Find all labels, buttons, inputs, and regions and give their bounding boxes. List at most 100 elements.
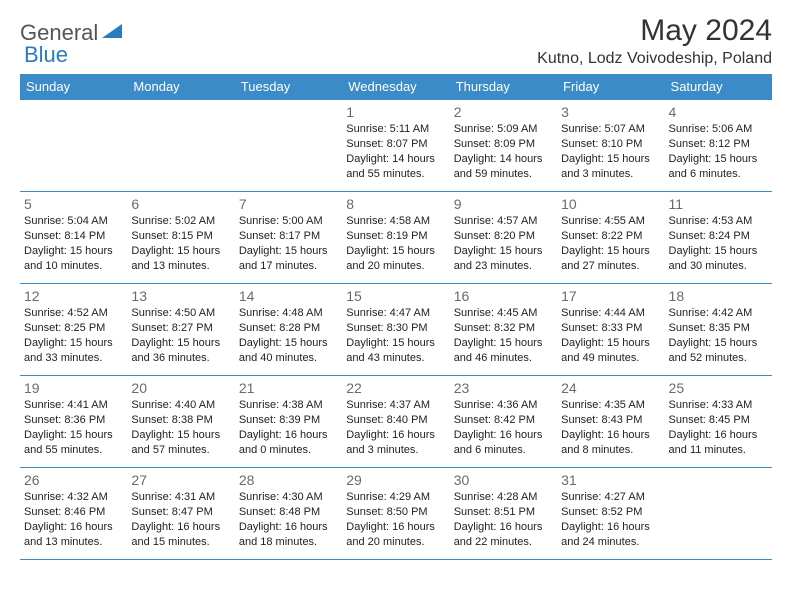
calendar-cell: 30 Sunrise: 4:28 AMSunset: 8:51 PMDayligh… xyxy=(450,468,557,560)
day-number: 6 xyxy=(131,196,230,212)
day-info: Sunrise: 4:31 AMSunset: 8:47 PMDaylight:… xyxy=(131,490,230,549)
day-info: Sunrise: 4:57 AMSunset: 8:20 PMDaylight:… xyxy=(454,214,553,273)
calendar-cell: 4 Sunrise: 5:06 AMSunset: 8:12 PMDaylight… xyxy=(665,100,772,192)
day-number: 27 xyxy=(131,472,230,488)
header: General May 2024 Kutno, Lodz Voivodeship… xyxy=(20,14,772,68)
day-info: Sunrise: 4:30 AMSunset: 8:48 PMDaylight:… xyxy=(239,490,338,549)
calendar-cell: 25 Sunrise: 4:33 AMSunset: 8:45 PMDayligh… xyxy=(665,376,772,468)
day-number: 29 xyxy=(346,472,445,488)
calendar-head: SundayMondayTuesdayWednesdayThursdayFrid… xyxy=(20,74,772,100)
calendar-cell: 21Sunrise: 4:38 AMSunset: 8:39 PMDayligh… xyxy=(235,376,342,468)
day-number: 18 xyxy=(669,288,768,304)
day-number: 1 xyxy=(346,104,445,120)
day-number: 16 xyxy=(454,288,553,304)
day-number: 3 xyxy=(561,104,660,120)
calendar-cell: 26 Sunrise: 4:32 AMSunset: 8:46 PMDayligh… xyxy=(20,468,127,560)
calendar-cell: 10 Sunrise: 4:55 AMSunset: 8:22 PMDayligh… xyxy=(557,192,664,284)
day-number: 22 xyxy=(346,380,445,396)
calendar-cell: 1 Sunrise: 5:11 AMSunset: 8:07 PMDaylight… xyxy=(342,100,449,192)
day-info: Sunrise: 4:33 AMSunset: 8:45 PMDaylight:… xyxy=(669,398,768,457)
day-number: 24 xyxy=(561,380,660,396)
day-info: Sunrise: 4:47 AMSunset: 8:30 PMDaylight:… xyxy=(346,306,445,365)
calendar-cell: 22Sunrise: 4:37 AMSunset: 8:40 PMDayligh… xyxy=(342,376,449,468)
calendar-cell: 31 Sunrise: 4:27 AMSunset: 8:52 PMDayligh… xyxy=(557,468,664,560)
weekday-header: Thursday xyxy=(450,74,557,100)
calendar-cell-empty xyxy=(235,100,342,192)
logo-text-blue: Blue xyxy=(24,42,68,67)
calendar-cell: 16Sunrise: 4:45 AMSunset: 8:32 PMDayligh… xyxy=(450,284,557,376)
day-info: Sunrise: 4:44 AMSunset: 8:33 PMDaylight:… xyxy=(561,306,660,365)
day-info: Sunrise: 4:27 AMSunset: 8:52 PMDaylight:… xyxy=(561,490,660,549)
day-info: Sunrise: 4:55 AMSunset: 8:22 PMDaylight:… xyxy=(561,214,660,273)
day-info: Sunrise: 4:41 AMSunset: 8:36 PMDaylight:… xyxy=(24,398,123,457)
day-number: 25 xyxy=(669,380,768,396)
weekday-header: Saturday xyxy=(665,74,772,100)
calendar-cell: 11Sunrise: 4:53 AMSunset: 8:24 PMDayligh… xyxy=(665,192,772,284)
month-title: May 2024 xyxy=(537,14,772,48)
location: Kutno, Lodz Voivodeship, Poland xyxy=(537,50,772,68)
day-info: Sunrise: 4:52 AMSunset: 8:25 PMDaylight:… xyxy=(24,306,123,365)
day-number: 17 xyxy=(561,288,660,304)
calendar-row: 5Sunrise: 5:04 AMSunset: 8:14 PMDaylight… xyxy=(20,192,772,284)
day-info: Sunrise: 4:50 AMSunset: 8:27 PMDaylight:… xyxy=(131,306,230,365)
day-number: 30 xyxy=(454,472,553,488)
calendar-cell: 15Sunrise: 4:47 AMSunset: 8:30 PMDayligh… xyxy=(342,284,449,376)
day-info: Sunrise: 4:32 AMSunset: 8:46 PMDaylight:… xyxy=(24,490,123,549)
calendar-row: 1 Sunrise: 5:11 AMSunset: 8:07 PMDaylight… xyxy=(20,100,772,192)
day-number: 4 xyxy=(669,104,768,120)
calendar-cell-empty xyxy=(665,468,772,560)
day-number: 7 xyxy=(239,196,338,212)
triangle-icon xyxy=(102,22,124,45)
day-info: Sunrise: 5:00 AMSunset: 8:17 PMDaylight:… xyxy=(239,214,338,273)
day-number: 20 xyxy=(131,380,230,396)
day-number: 10 xyxy=(561,196,660,212)
day-number: 13 xyxy=(131,288,230,304)
weekday-header: Wednesday xyxy=(342,74,449,100)
calendar-cell-empty xyxy=(20,100,127,192)
calendar-body: 1 Sunrise: 5:11 AMSunset: 8:07 PMDaylight… xyxy=(20,100,772,560)
calendar-row: 12 Sunrise: 4:52 AMSunset: 8:25 PMDayligh… xyxy=(20,284,772,376)
calendar-cell: 6 Sunrise: 5:02 AMSunset: 8:15 PMDaylight… xyxy=(127,192,234,284)
day-info: Sunrise: 4:53 AMSunset: 8:24 PMDaylight:… xyxy=(669,214,768,273)
weekday-header: Tuesday xyxy=(235,74,342,100)
day-number: 12 xyxy=(24,288,123,304)
day-number: 9 xyxy=(454,196,553,212)
calendar-table: SundayMondayTuesdayWednesdayThursdayFrid… xyxy=(20,74,772,560)
weekday-header: Monday xyxy=(127,74,234,100)
day-info: Sunrise: 4:35 AMSunset: 8:43 PMDaylight:… xyxy=(561,398,660,457)
day-info: Sunrise: 5:09 AMSunset: 8:09 PMDaylight:… xyxy=(454,122,553,181)
calendar-cell: 9 Sunrise: 4:57 AMSunset: 8:20 PMDaylight… xyxy=(450,192,557,284)
calendar-cell: 2 Sunrise: 5:09 AMSunset: 8:09 PMDaylight… xyxy=(450,100,557,192)
day-number: 31 xyxy=(561,472,660,488)
weekday-header: Sunday xyxy=(20,74,127,100)
day-info: Sunrise: 5:07 AMSunset: 8:10 PMDaylight:… xyxy=(561,122,660,181)
title-block: May 2024 Kutno, Lodz Voivodeship, Poland xyxy=(537,14,772,68)
day-number: 2 xyxy=(454,104,553,120)
day-info: Sunrise: 4:28 AMSunset: 8:51 PMDaylight:… xyxy=(454,490,553,549)
calendar-cell: 20Sunrise: 4:40 AMSunset: 8:38 PMDayligh… xyxy=(127,376,234,468)
calendar-row: 26 Sunrise: 4:32 AMSunset: 8:46 PMDayligh… xyxy=(20,468,772,560)
day-number: 23 xyxy=(454,380,553,396)
calendar-cell: 18Sunrise: 4:42 AMSunset: 8:35 PMDayligh… xyxy=(665,284,772,376)
day-info: Sunrise: 5:04 AMSunset: 8:14 PMDaylight:… xyxy=(24,214,123,273)
calendar-cell: 19Sunrise: 4:41 AMSunset: 8:36 PMDayligh… xyxy=(20,376,127,468)
day-number: 8 xyxy=(346,196,445,212)
calendar-cell: 17 Sunrise: 4:44 AMSunset: 8:33 PMDayligh… xyxy=(557,284,664,376)
calendar-cell: 29 Sunrise: 4:29 AMSunset: 8:50 PMDayligh… xyxy=(342,468,449,560)
calendar-cell: 27 Sunrise: 4:31 AMSunset: 8:47 PMDayligh… xyxy=(127,468,234,560)
calendar-cell: 28Sunrise: 4:30 AMSunset: 8:48 PMDayligh… xyxy=(235,468,342,560)
calendar-page: General May 2024 Kutno, Lodz Voivodeship… xyxy=(0,0,792,560)
calendar-cell: 24 Sunrise: 4:35 AMSunset: 8:43 PMDayligh… xyxy=(557,376,664,468)
day-info: Sunrise: 5:02 AMSunset: 8:15 PMDaylight:… xyxy=(131,214,230,273)
day-info: Sunrise: 4:29 AMSunset: 8:50 PMDaylight:… xyxy=(346,490,445,549)
day-info: Sunrise: 5:06 AMSunset: 8:12 PMDaylight:… xyxy=(669,122,768,181)
day-info: Sunrise: 5:11 AMSunset: 8:07 PMDaylight:… xyxy=(346,122,445,181)
calendar-cell: 14Sunrise: 4:48 AMSunset: 8:28 PMDayligh… xyxy=(235,284,342,376)
calendar-cell: 12 Sunrise: 4:52 AMSunset: 8:25 PMDayligh… xyxy=(20,284,127,376)
day-number: 21 xyxy=(239,380,338,396)
calendar-cell: 8Sunrise: 4:58 AMSunset: 8:19 PMDaylight… xyxy=(342,192,449,284)
day-number: 26 xyxy=(24,472,123,488)
calendar-cell: 7 Sunrise: 5:00 AMSunset: 8:17 PMDaylight… xyxy=(235,192,342,284)
calendar-cell: 23Sunrise: 4:36 AMSunset: 8:42 PMDayligh… xyxy=(450,376,557,468)
calendar-cell-empty xyxy=(127,100,234,192)
